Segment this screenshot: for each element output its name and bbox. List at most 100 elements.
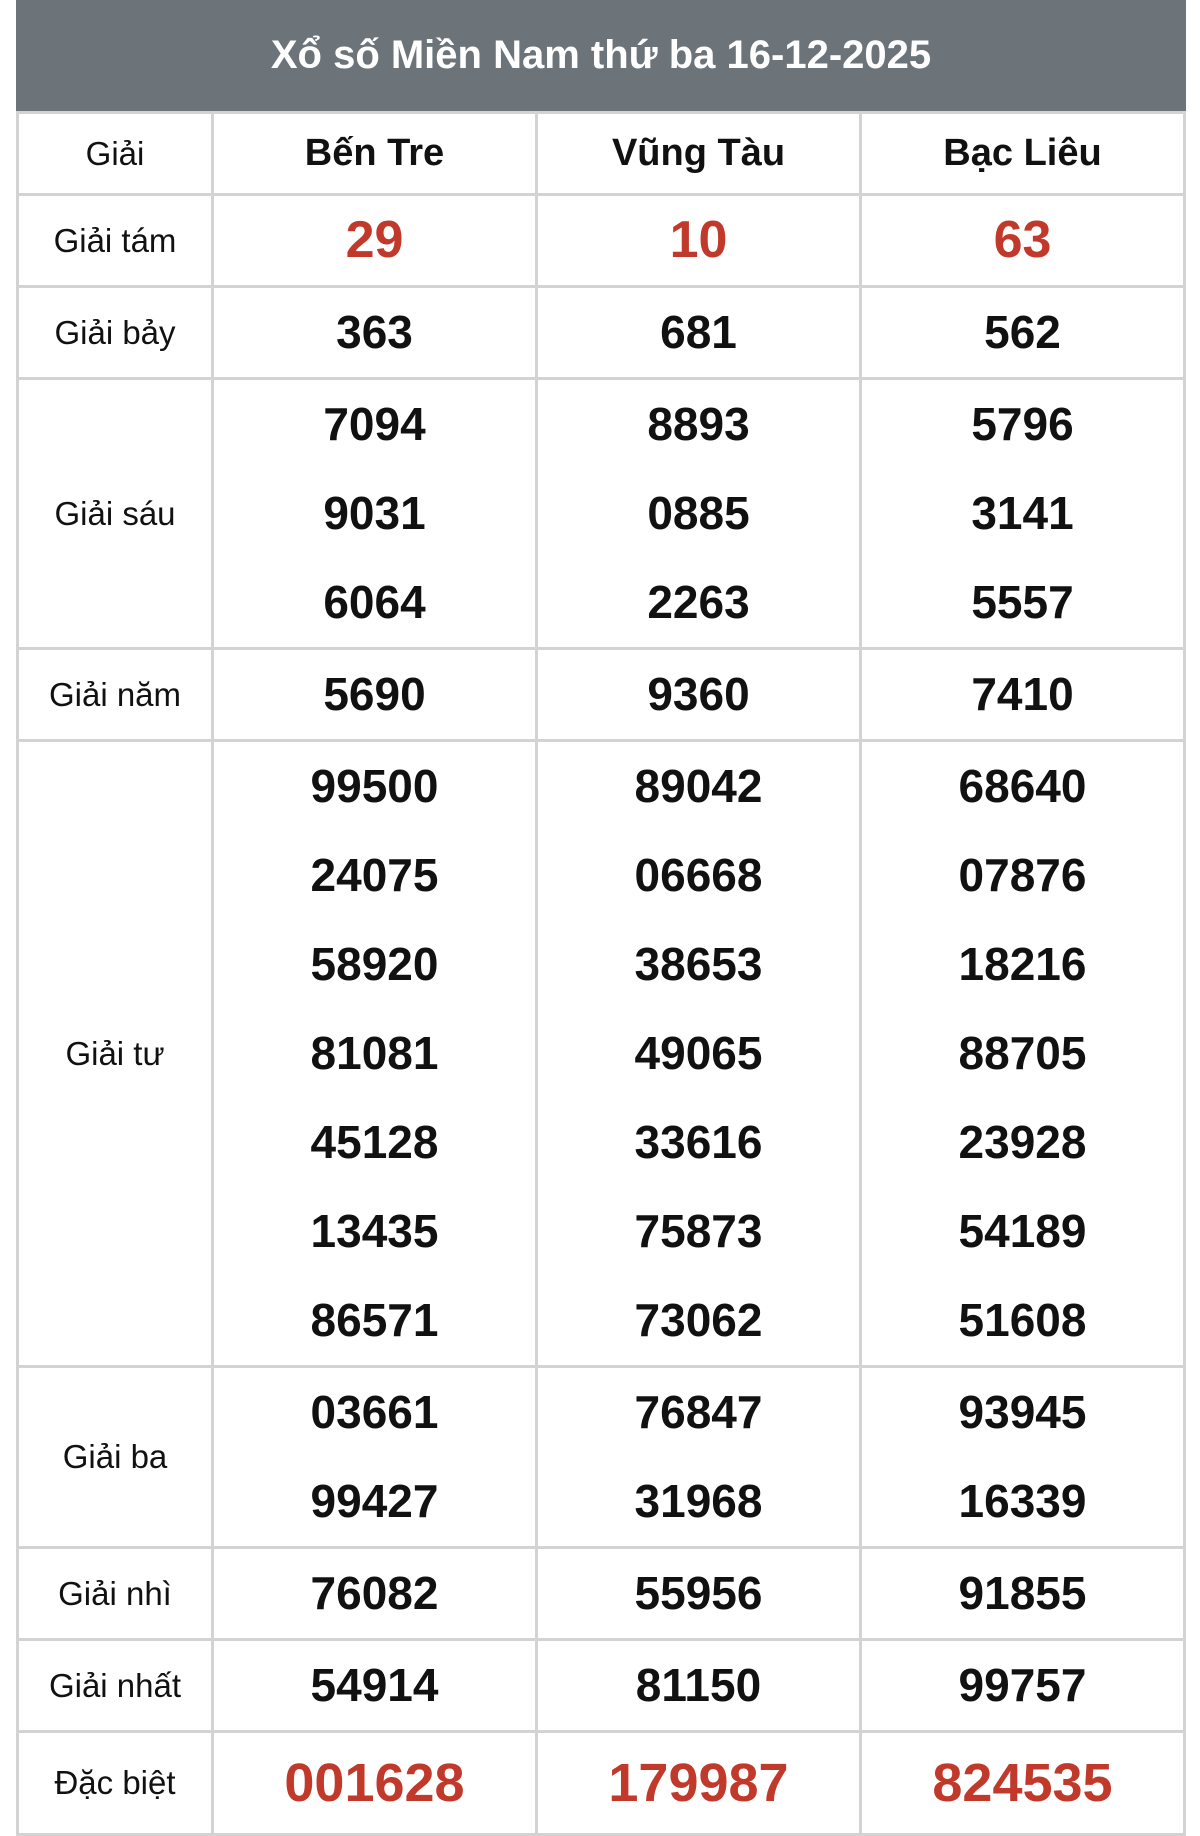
result-number: 9360 <box>647 668 750 720</box>
province-header: Bạc Liêu <box>859 111 1186 196</box>
page-title: Xổ số Miền Nam thứ ba 16-12-2025 <box>16 0 1186 111</box>
result-number: 03661 <box>310 1386 439 1438</box>
result-number: 179987 <box>608 1753 789 1813</box>
result-number: 54914 <box>310 1659 439 1711</box>
result-number: 76082 <box>310 1567 439 1619</box>
prize-row: Đặc biệt 001628 179987 824535 <box>16 1730 1186 1836</box>
prize-label: Giải nhì <box>16 1546 214 1641</box>
province-result-cell: 9360 <box>535 647 862 742</box>
result-number: 824535 <box>932 1753 1113 1813</box>
prize-row: Giải tám 29 10 63 <box>16 193 1186 288</box>
result-number: 51608 <box>958 1294 1087 1346</box>
result-number: 73062 <box>634 1294 763 1346</box>
result-number: 38653 <box>634 938 763 990</box>
province-result-cell: 179987 <box>535 1730 862 1836</box>
result-number: 68640 <box>958 760 1087 812</box>
result-number: 54189 <box>958 1205 1087 1257</box>
result-number: 10 <box>669 211 728 269</box>
result-number: 91855 <box>958 1567 1087 1619</box>
result-number: 81150 <box>635 1659 762 1711</box>
results-table: Giải Bến Tre Vũng Tàu Bạc Liêu Giải tám 2… <box>16 111 1186 1836</box>
province-result-cell: 81150 <box>535 1638 862 1733</box>
prize-label: Giải năm <box>16 647 214 742</box>
result-number: 45128 <box>310 1116 439 1168</box>
prize-row: Giải bảy 363 681 562 <box>16 285 1186 380</box>
result-number: 99427 <box>310 1475 439 1527</box>
province-result-cell: 7410 <box>859 647 1186 742</box>
province-result-cell: 681 <box>535 285 862 380</box>
result-number: 24075 <box>310 849 439 901</box>
province-result-cell: 8893 0885 2263 <box>535 377 862 650</box>
province-result-cell: 89042 06668 38653 49065 33616 75873 73062 <box>535 739 862 1368</box>
province-result-cell: 5690 <box>211 647 538 742</box>
prize-label: Giải ba <box>16 1365 214 1549</box>
lottery-results: Xổ số Miền Nam thứ ba 16-12-2025 Giải Bế… <box>16 0 1186 1836</box>
result-number: 001628 <box>284 1753 465 1813</box>
prize-row: Giải ba 03661 99427 76847 31968 93945 16339 <box>16 1365 1186 1549</box>
prize-label: Giải nhất <box>16 1638 214 1733</box>
province-result-cell: 91855 <box>859 1546 1186 1641</box>
province-result-cell: 99500 24075 58920 81081 45128 13435 86571 <box>211 739 538 1368</box>
prize-label: Giải tám <box>16 193 214 288</box>
result-number: 562 <box>984 306 1061 358</box>
result-number: 3141 <box>971 487 1074 539</box>
prize-label: Giải tư <box>16 739 214 1368</box>
prize-column-header: Giải <box>16 111 214 196</box>
prize-row: Giải năm 5690 9360 7410 <box>16 647 1186 742</box>
result-number: 9031 <box>323 487 426 539</box>
result-number: 18216 <box>958 938 1087 990</box>
province-result-cell: 54914 <box>211 1638 538 1733</box>
result-number: 31968 <box>634 1475 763 1527</box>
prize-row: Giải tư 99500 24075 58920 81081 45128 13435 865… <box>16 739 1186 1368</box>
result-number: 55956 <box>634 1567 763 1619</box>
result-number: 16339 <box>958 1475 1087 1527</box>
result-number: 33616 <box>634 1116 763 1168</box>
province-result-cell: 5796 3141 5557 <box>859 377 1186 650</box>
result-number: 8893 <box>647 398 750 450</box>
prize-row: Giải sáu 7094 9031 6064 8893 0885 2263 5796 3141… <box>16 377 1186 650</box>
result-number: 5557 <box>971 576 1074 628</box>
result-number: 75873 <box>634 1205 763 1257</box>
result-number: 99500 <box>310 760 439 812</box>
result-number: 363 <box>336 306 413 358</box>
prize-row: Giải nhì 76082 55956 91855 <box>16 1546 1186 1641</box>
result-number: 6064 <box>323 576 426 628</box>
province-result-cell: 363 <box>211 285 538 380</box>
province-result-cell: 29 <box>211 193 538 288</box>
result-number: 63 <box>993 211 1052 269</box>
result-number: 29 <box>345 211 404 269</box>
province-result-cell: 001628 <box>211 1730 538 1836</box>
province-result-cell: 03661 99427 <box>211 1365 538 1549</box>
result-number: 49065 <box>634 1027 763 1079</box>
result-number: 2263 <box>647 576 750 628</box>
result-number: 681 <box>660 306 737 358</box>
prize-label: Đặc biệt <box>16 1730 214 1836</box>
prize-label: Giải bảy <box>16 285 214 380</box>
result-number: 06668 <box>634 849 763 901</box>
result-number: 7094 <box>323 398 426 450</box>
result-number: 23928 <box>958 1116 1087 1168</box>
province-result-cell: 93945 16339 <box>859 1365 1186 1549</box>
province-result-cell: 10 <box>535 193 862 288</box>
province-result-cell: 63 <box>859 193 1186 288</box>
result-number: 86571 <box>310 1294 439 1346</box>
header-row: Giải Bến Tre Vũng Tàu Bạc Liêu <box>16 111 1186 196</box>
province-result-cell: 562 <box>859 285 1186 380</box>
result-number: 88705 <box>958 1027 1087 1079</box>
result-number: 5690 <box>323 668 426 720</box>
result-number: 89042 <box>634 760 763 812</box>
result-number: 5796 <box>971 398 1074 450</box>
result-number: 13435 <box>310 1205 439 1257</box>
province-header: Vũng Tàu <box>535 111 862 196</box>
province-result-cell: 99757 <box>859 1638 1186 1733</box>
province-result-cell: 76082 <box>211 1546 538 1641</box>
province-header: Bến Tre <box>211 111 538 196</box>
result-number: 99757 <box>958 1659 1087 1711</box>
result-number: 93945 <box>958 1386 1087 1438</box>
province-result-cell: 824535 <box>859 1730 1186 1836</box>
province-result-cell: 7094 9031 6064 <box>211 377 538 650</box>
result-number: 07876 <box>958 849 1087 901</box>
result-number: 0885 <box>647 487 750 539</box>
province-result-cell: 68640 07876 18216 88705 23928 54189 51608 <box>859 739 1186 1368</box>
result-number: 81081 <box>310 1027 439 1079</box>
